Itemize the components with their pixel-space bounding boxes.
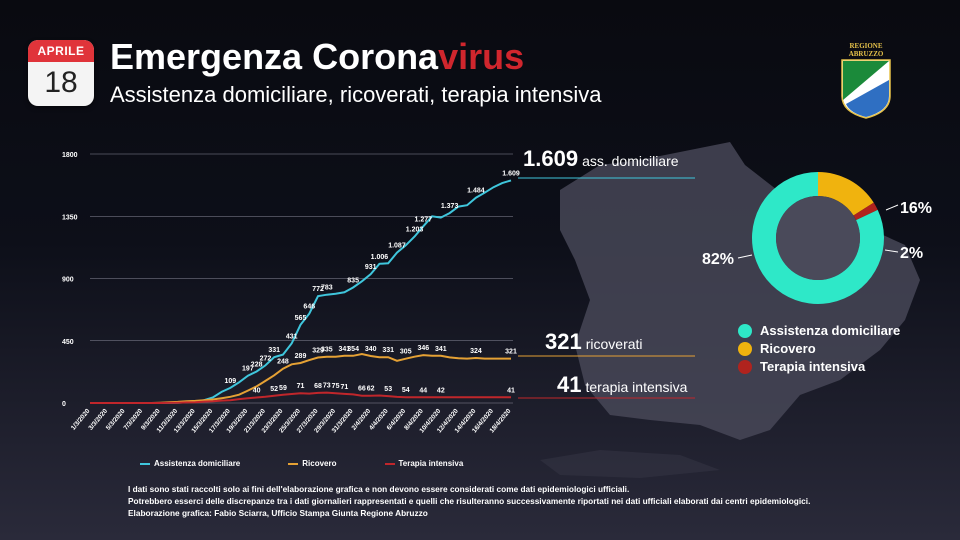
data-label: 52 — [270, 386, 278, 393]
pie-legend-item: Assistenza domiciliare — [738, 322, 900, 340]
series-line — [90, 391, 511, 404]
title-highlight: virus — [438, 36, 525, 77]
pie-leader — [737, 254, 753, 259]
data-label: 321 — [505, 349, 517, 356]
disclaimer-notes: I dati sono stati raccolti solo ai fini … — [128, 483, 928, 519]
data-label: 324 — [470, 348, 482, 355]
line-chart: 1800135090045001/3/20203/3/20205/3/20207… — [62, 152, 520, 434]
data-label: 931 — [365, 264, 377, 271]
data-label: 59 — [279, 385, 287, 392]
data-label: 341 — [339, 346, 351, 353]
data-label: 305 — [400, 349, 412, 356]
data-label: 354 — [347, 346, 359, 353]
data-label: 331 — [382, 347, 394, 354]
note-line: Potrebbero esserci delle discrepanze tra… — [128, 496, 811, 506]
data-label: 329 — [312, 347, 324, 354]
data-label: 346 — [417, 345, 429, 352]
note-line: I dati sono stati raccolti solo ai fini … — [128, 484, 630, 494]
donut-hole — [776, 196, 860, 280]
data-label: 40 — [253, 387, 261, 394]
calendar-month: APRILE — [28, 40, 94, 62]
pie-legend-item: Ricovero — [738, 340, 900, 358]
calendar-icon: APRILE 18 — [28, 40, 94, 106]
data-label: 41 — [507, 387, 515, 394]
data-label: 341 — [435, 346, 447, 353]
data-label: 53 — [384, 386, 392, 393]
y-tick-label: 1350 — [62, 214, 78, 221]
data-label: 66 — [358, 386, 366, 393]
pie-label-intensiva: 2% — [900, 245, 924, 262]
data-label: 1.373 — [441, 203, 459, 210]
data-label: 68 — [314, 383, 322, 390]
data-label: 197 — [242, 366, 254, 373]
y-tick-label: 1800 — [62, 152, 78, 159]
page-subtitle: Assistenza domiciliare, ricoverati, tera… — [110, 82, 602, 107]
y-tick-label: 450 — [62, 339, 74, 346]
data-label: 1.484 — [467, 188, 485, 195]
callout-lines — [518, 177, 695, 399]
data-label: 1.277 — [415, 216, 433, 223]
pie-slice — [752, 172, 885, 304]
series-line — [90, 179, 512, 404]
pie-leader — [885, 204, 899, 211]
pie-slice — [818, 172, 874, 216]
data-label: 71 — [340, 384, 348, 391]
donut-chart — [737, 172, 899, 304]
line-legend: Assistenza domiciliare Ricovero Terapia … — [140, 459, 463, 468]
y-tick-label: 900 — [62, 277, 74, 284]
title-main: Emergenza Corona — [110, 36, 439, 77]
callout-domiciliare: 1.609 ass. domiciliare — [523, 146, 679, 171]
line-legend-item: Ricovero — [288, 459, 337, 468]
data-label: 54 — [402, 387, 410, 394]
data-label: 272 — [260, 355, 272, 362]
data-label: 109 — [224, 378, 236, 385]
page-title: Emergenza Coronavirus — [110, 36, 524, 78]
regione-abruzzo-emblem-icon: REGIONE ABRUZZO — [841, 42, 891, 119]
pie-label-ricovero: 16% — [900, 200, 933, 217]
data-label: 431 — [286, 333, 298, 340]
data-label: 835 — [347, 277, 359, 284]
line-legend-item: Assistenza domiciliare — [140, 459, 240, 468]
data-label: 565 — [295, 315, 307, 322]
data-label: 1.609 — [502, 170, 520, 177]
data-label: 1.087 — [388, 243, 406, 250]
svg-text:REGIONE: REGIONE — [849, 42, 882, 50]
data-label: 1.203 — [406, 227, 424, 234]
callout-ricoverati: 321 ricoverati — [545, 329, 643, 354]
y-tick-label: 0 — [62, 401, 66, 408]
data-label: 783 — [321, 285, 333, 292]
calendar-day: 18 — [44, 66, 78, 99]
line-legend-item: Terapia intensiva — [384, 459, 463, 468]
data-label: 340 — [365, 346, 377, 353]
data-label: 289 — [295, 353, 307, 360]
data-label: 772 — [312, 286, 324, 293]
data-label: 646 — [303, 304, 315, 311]
pie-legend: Assistenza domiciliare Ricovero Terapia … — [738, 322, 900, 376]
data-label: 73 — [323, 383, 331, 390]
pie-label-domiciliare: 82% — [702, 251, 735, 268]
data-label: 248 — [277, 359, 289, 366]
data-label: 75 — [332, 383, 340, 390]
data-label: 71 — [297, 383, 305, 390]
data-label: 62 — [367, 386, 375, 393]
data-label: 331 — [268, 347, 280, 354]
data-label: 335 — [321, 347, 333, 354]
note-line: Elaborazione grafica: Fabio Sciarra, Uff… — [128, 508, 428, 518]
callout-intensiva: 41 terapia intensiva — [557, 372, 688, 397]
data-label: 42 — [437, 387, 445, 394]
svg-text:ABRUZZO: ABRUZZO — [849, 50, 884, 58]
data-label: 228 — [251, 361, 263, 368]
data-label: 44 — [419, 387, 427, 394]
series-line — [90, 352, 511, 404]
pie-leader — [884, 249, 899, 253]
pie-legend-item: Terapia intensiva — [738, 358, 900, 376]
data-label: 1.006 — [371, 254, 389, 261]
pie-slice — [853, 202, 878, 221]
